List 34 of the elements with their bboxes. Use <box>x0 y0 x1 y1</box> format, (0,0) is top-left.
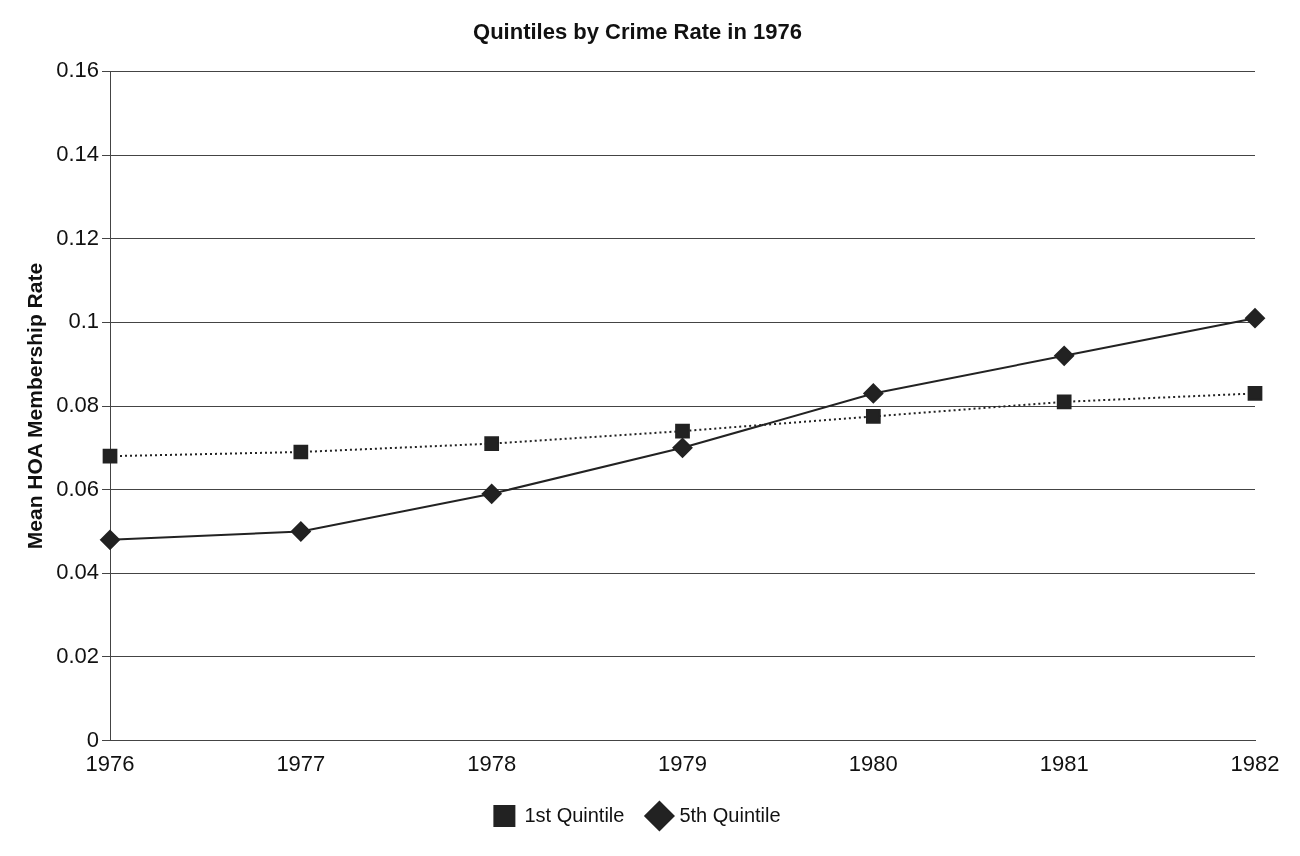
point <box>100 529 121 550</box>
x-tick-label: 1979 <box>658 750 707 776</box>
point <box>481 483 502 504</box>
point <box>672 437 693 458</box>
point <box>1245 308 1265 329</box>
x-tick-label: 1976 <box>85 750 135 776</box>
y-tick-label: 0.06 <box>56 475 100 501</box>
y-tick-label: 0.08 <box>56 392 100 418</box>
legend-label: 5th Quintile <box>679 803 781 826</box>
y-axis-title: Mean HOA Membership Rate <box>23 262 47 550</box>
point <box>675 423 690 439</box>
y-tick-label: 0 <box>86 726 100 752</box>
x-tick-label: 1980 <box>848 750 898 776</box>
point <box>1247 386 1263 401</box>
point <box>290 521 311 542</box>
x-tick-label: 1978 <box>467 750 517 776</box>
point <box>293 444 309 460</box>
x-tick-label: 1977 <box>276 750 326 776</box>
legend-label: 1st Quintile <box>524 803 625 826</box>
point <box>863 383 884 404</box>
point <box>1056 394 1072 410</box>
y-tick-label: 0.16 <box>56 57 100 83</box>
x-tick-label: 1982 <box>1230 750 1280 776</box>
point <box>102 448 118 464</box>
chart-title: Quintiles by Crime Rate in 1976 <box>473 19 802 45</box>
point <box>484 436 500 452</box>
y-tick-label: 0.02 <box>56 643 100 669</box>
y-tick-label: 0.1 <box>68 308 100 334</box>
y-tick-label: 0.14 <box>56 141 100 167</box>
point <box>1054 345 1075 366</box>
x-tick-label: 1981 <box>1039 750 1089 776</box>
y-tick-label: 0.12 <box>56 224 100 250</box>
y-tick-label: 0.04 <box>56 559 100 585</box>
point <box>865 409 881 424</box>
